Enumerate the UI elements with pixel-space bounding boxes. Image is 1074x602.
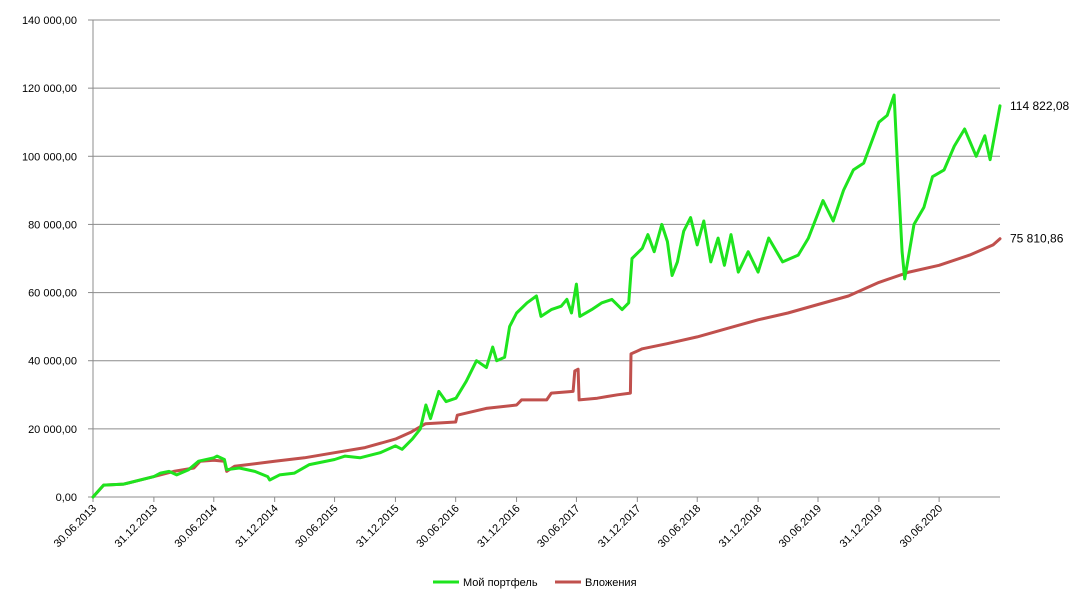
series-line-1 — [91, 237, 1002, 499]
x-tick-label: 30.06.2018 — [656, 503, 703, 550]
x-tick-label: 30.06.2013 — [52, 503, 99, 550]
x-tick-label: 31.12.2013 — [113, 503, 160, 550]
x-tick-label: 30.06.2020 — [898, 503, 945, 550]
series-layer — [91, 93, 1002, 499]
x-tick-label: 31.12.2017 — [596, 503, 643, 550]
x-tick-label: 30.06.2016 — [414, 503, 461, 550]
x-tick-label: 31.12.2015 — [354, 503, 401, 550]
y-tick-label: 80 000,00 — [28, 219, 77, 231]
x-tick-label: 30.06.2019 — [777, 503, 824, 550]
series-line-0 — [91, 93, 1002, 499]
x-tick-label: 30.06.2014 — [172, 503, 219, 550]
x-tick-label: 30.06.2017 — [535, 503, 582, 550]
x-tick-label: 30.06.2015 — [293, 503, 340, 550]
legend-label: Мой портфель — [463, 577, 538, 589]
y-tick-label: 100 000,00 — [22, 151, 77, 163]
end-value-label: 75 810,86 — [1010, 232, 1064, 246]
x-tick-label: 31.12.2016 — [475, 503, 522, 550]
grid — [93, 19, 1000, 430]
y-tick-label: 140 000,00 — [22, 15, 77, 27]
y-tick-label: 60 000,00 — [28, 288, 77, 300]
legend: Мой портфель Вложения — [433, 577, 637, 589]
end-labels: 114 822,08 75 810,86 — [1010, 99, 1069, 246]
axes: 0,00 20 000,00 40 000,00 60 000,00 80 000,00… — [22, 15, 1000, 550]
y-tick-label: 20 000,00 — [28, 424, 77, 436]
y-tick-label: 40 000,00 — [28, 356, 77, 368]
y-tick-label: 120 000,00 — [22, 83, 77, 95]
x-tick-label: 31.12.2018 — [717, 503, 764, 550]
legend-label: Вложения — [585, 577, 637, 589]
x-tick-label: 31.12.2019 — [838, 503, 885, 550]
end-value-label: 114 822,08 — [1010, 99, 1069, 113]
y-tick-label: 0,00 — [56, 492, 77, 504]
x-tick-label: 31.12.2014 — [233, 503, 280, 550]
